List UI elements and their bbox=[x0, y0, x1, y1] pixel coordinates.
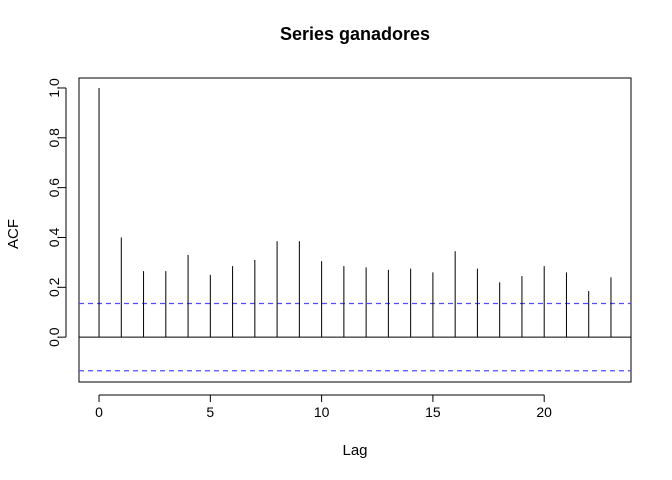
y-tick-label: 0.4 bbox=[46, 228, 62, 248]
y-tick-label: 0.0 bbox=[46, 327, 62, 347]
chart-title: Series ganadores bbox=[280, 24, 430, 44]
plot-frame bbox=[78, 77, 632, 383]
y-tick-label: 1.0 bbox=[46, 78, 62, 98]
y-axis-label: ACF bbox=[5, 219, 22, 249]
x-tick-label: 20 bbox=[536, 404, 552, 420]
x-tick-label: 15 bbox=[425, 404, 441, 420]
y-tick-label: 0.2 bbox=[46, 277, 62, 297]
x-tick-label: 10 bbox=[314, 404, 330, 420]
x-tick-label: 5 bbox=[206, 404, 214, 420]
x-axis-label: Lag bbox=[342, 442, 367, 459]
x-tick-label: 0 bbox=[95, 404, 103, 420]
y-tick-label: 0.6 bbox=[46, 178, 62, 198]
y-tick-label: 0.8 bbox=[46, 128, 62, 148]
